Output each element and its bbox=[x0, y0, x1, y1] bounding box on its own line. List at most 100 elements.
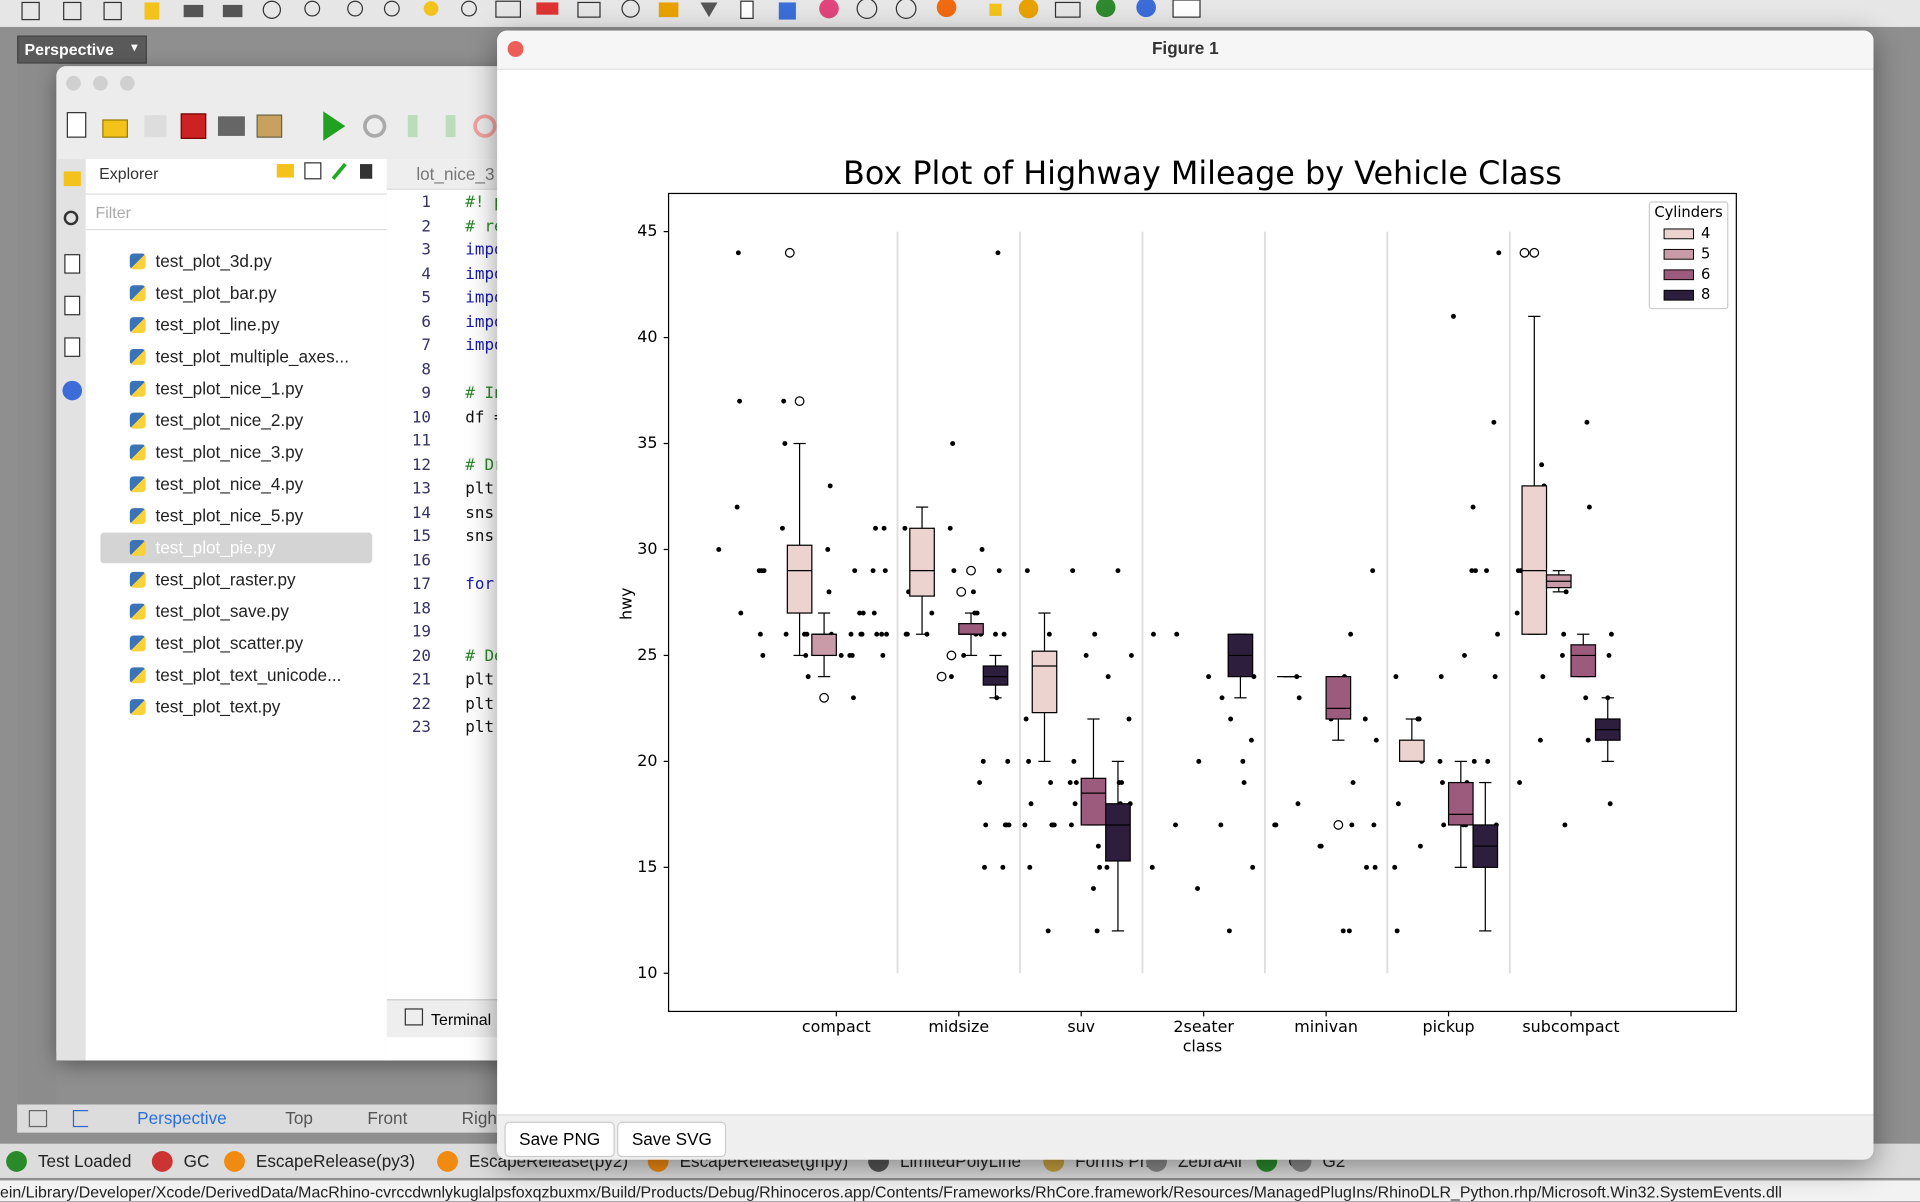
legend-swatch bbox=[1663, 248, 1694, 260]
strip-point bbox=[1218, 822, 1224, 828]
figure-button[interactable]: Save SVG bbox=[617, 1121, 727, 1158]
main-toolbar bbox=[0, 0, 1920, 27]
view-tab[interactable]: Righ bbox=[461, 1108, 497, 1128]
file-item[interactable]: test_plot_raster.py bbox=[155, 569, 296, 589]
file-item[interactable]: test_plot_bar.py bbox=[155, 282, 277, 303]
y-tick-label: 30 bbox=[637, 539, 657, 558]
strip-point bbox=[838, 652, 844, 658]
strip-point bbox=[1272, 822, 1278, 828]
file-item[interactable]: test_plot_3d.py bbox=[155, 251, 272, 271]
file-item[interactable]: test_plot_line.py bbox=[155, 314, 280, 335]
strip-point bbox=[737, 398, 743, 404]
strip-point bbox=[1485, 758, 1491, 764]
file-item[interactable]: test_plot_nice_3.py bbox=[155, 442, 304, 462]
close-button[interactable] bbox=[507, 40, 527, 60]
file-item[interactable]: test_plot_nice_4.py bbox=[155, 473, 304, 494]
line-number: 4 bbox=[421, 265, 432, 284]
icon-row bbox=[21, 0, 1201, 21]
outlier bbox=[956, 586, 967, 597]
python-icon bbox=[129, 699, 146, 716]
strip-point bbox=[1346, 928, 1352, 934]
strip-point bbox=[1001, 631, 1007, 637]
strip-point bbox=[1073, 780, 1079, 786]
line-number: 19 bbox=[411, 623, 432, 642]
strip-point bbox=[995, 250, 1001, 256]
code-line: impo bbox=[465, 241, 504, 260]
x-tick-label: compact bbox=[802, 1017, 871, 1036]
y-tick-label: 45 bbox=[637, 221, 657, 240]
path-bar: ein/Library/Developer/Xcode/DerivedData/… bbox=[0, 1180, 1920, 1202]
file-item[interactable]: test_plot_nice_5.py bbox=[155, 505, 304, 526]
box bbox=[1521, 485, 1548, 635]
filter-box[interactable]: Filter bbox=[85, 193, 387, 231]
strip-point bbox=[948, 674, 954, 680]
strip-point bbox=[857, 610, 863, 616]
strip-point bbox=[1471, 758, 1477, 764]
status-item[interactable]: GC bbox=[183, 1151, 210, 1171]
viewport-tab[interactable]: Perspective ▾ bbox=[17, 35, 147, 64]
legend-label: 8 bbox=[1701, 286, 1710, 303]
strip-point bbox=[1362, 716, 1368, 722]
status-item[interactable]: Test Loaded bbox=[37, 1151, 132, 1171]
strip-point bbox=[950, 441, 956, 446]
strip-point bbox=[738, 610, 744, 616]
figure-button-bar bbox=[497, 1114, 1874, 1160]
y-tick-label: 10 bbox=[637, 963, 657, 982]
strip-point bbox=[1492, 674, 1498, 680]
terminal-tab[interactable]: Terminal bbox=[431, 1010, 492, 1029]
legend-label: 4 bbox=[1701, 225, 1710, 242]
strip-point bbox=[1024, 568, 1030, 574]
strip-point bbox=[1393, 674, 1399, 680]
strip-point bbox=[979, 547, 985, 552]
code-line: plt bbox=[465, 480, 495, 499]
x-tick-label: subcompact bbox=[1522, 1017, 1619, 1036]
outlier bbox=[1519, 247, 1530, 258]
strip-point bbox=[1340, 928, 1346, 934]
strip-point bbox=[1000, 864, 1006, 870]
view-tab[interactable]: Perspective bbox=[137, 1108, 227, 1128]
strip-point bbox=[1437, 758, 1443, 764]
strip-point bbox=[1372, 864, 1378, 870]
strip-point bbox=[1373, 737, 1379, 743]
strip-point bbox=[1451, 313, 1456, 319]
strip-point bbox=[1562, 822, 1568, 828]
code-line: plt bbox=[465, 671, 495, 690]
file-item[interactable]: test_plot_nice_1.py bbox=[155, 378, 304, 398]
box bbox=[1447, 781, 1474, 826]
view-tab[interactable]: Front bbox=[367, 1108, 408, 1128]
status-item[interactable]: EscapeRelease(py3) bbox=[255, 1151, 416, 1171]
line-number: 14 bbox=[411, 503, 432, 523]
file-item[interactable]: test_plot_pie.py bbox=[155, 537, 276, 558]
strip-point bbox=[996, 568, 1002, 574]
view-tab[interactable]: Top bbox=[285, 1108, 313, 1128]
line-number: 12 bbox=[411, 456, 432, 475]
line-number: 11 bbox=[411, 432, 432, 451]
code-tab[interactable]: lot_nice_3 bbox=[416, 164, 495, 184]
strip-point bbox=[1539, 462, 1545, 468]
line-number: 15 bbox=[411, 527, 432, 547]
strip-point bbox=[1195, 886, 1200, 891]
code-line: for bbox=[465, 575, 495, 594]
file-item[interactable]: test_plot_text.py bbox=[155, 696, 281, 717]
file-item[interactable]: test_plot_save.py bbox=[155, 601, 289, 621]
line-number: 10 bbox=[411, 408, 432, 427]
strip-point bbox=[1206, 674, 1212, 680]
strip-point bbox=[1496, 250, 1502, 256]
outlier bbox=[946, 650, 957, 661]
file-item[interactable]: test_plot_scatter.py bbox=[155, 633, 304, 653]
file-item[interactable]: test_plot_multiple_axes... bbox=[155, 346, 349, 367]
editor-titlebar bbox=[66, 75, 497, 141]
box bbox=[811, 633, 837, 657]
box bbox=[1398, 739, 1425, 762]
plot-frame bbox=[667, 192, 1737, 1013]
file-item[interactable]: test_plot_text_unicode... bbox=[155, 664, 342, 685]
strip-point bbox=[1126, 716, 1132, 722]
figure-button[interactable]: Save PNG bbox=[504, 1121, 615, 1158]
strip-point bbox=[961, 652, 967, 658]
explorer-title: Explorer bbox=[99, 164, 159, 183]
y-tick-label: 15 bbox=[637, 857, 657, 876]
file-item[interactable]: test_plot_nice_2.py bbox=[155, 410, 304, 430]
outlier bbox=[784, 247, 795, 258]
